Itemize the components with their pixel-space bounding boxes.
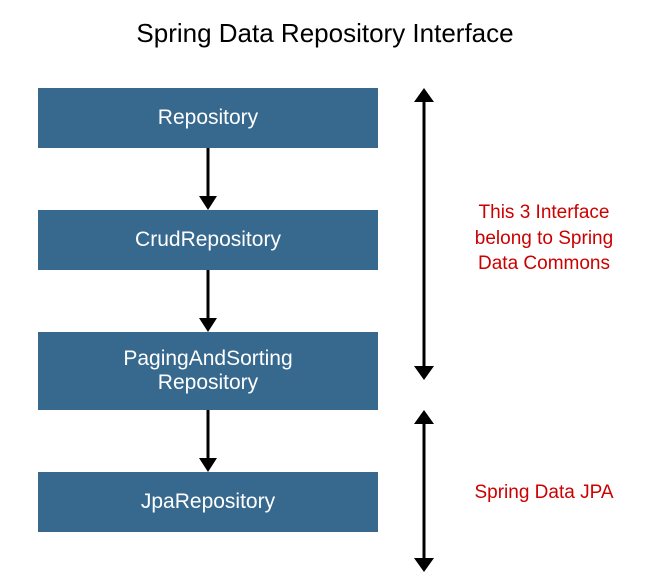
hierarchy-column: Repository CrudRepository PagingAndSorti… [38, 88, 378, 532]
annotation-commons: This 3 Interfacebelong to SpringData Com… [454, 200, 634, 277]
box-crud-repository-label: CrudRepository [135, 228, 281, 252]
arrow-0-1 [38, 148, 378, 210]
arrow-2-3 [38, 410, 378, 472]
bracket-commons [412, 88, 436, 380]
box-crud-repository: CrudRepository [38, 210, 378, 270]
box-jpa-repository: JpaRepository [38, 472, 378, 532]
box-paging-sorting-repository: PagingAndSortingRepository [38, 332, 378, 410]
annotation-jpa: Spring Data JPA [454, 480, 634, 506]
diagram-title: Spring Data Repository Interface [0, 18, 650, 49]
box-repository: Repository [38, 88, 378, 148]
box-paging-sorting-repository-label: PagingAndSortingRepository [123, 347, 292, 395]
box-jpa-repository-label: JpaRepository [141, 490, 275, 514]
box-repository-label: Repository [158, 106, 258, 130]
arrow-1-2 [38, 270, 378, 332]
bracket-jpa [412, 410, 436, 572]
